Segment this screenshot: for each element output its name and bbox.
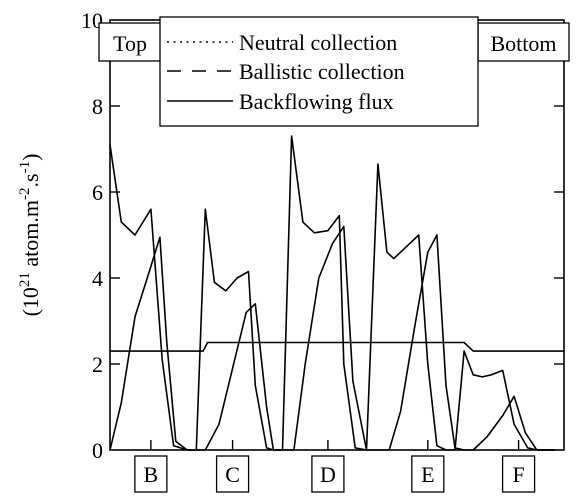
y-ticks: 0 2 4 6 8 10 bbox=[81, 8, 564, 463]
y-axis-label: (1021 atom.m-2.s-1) bbox=[17, 154, 43, 317]
corner-labels: Top Bottom bbox=[98, 22, 570, 62]
series-line-3 bbox=[110, 341, 564, 352]
y-tick-label: 10 bbox=[81, 8, 103, 33]
legend-label-backflowing: Backflowing flux bbox=[239, 89, 394, 114]
legend: Neutral collection Ballistic collection … bbox=[159, 16, 479, 127]
region-label: D bbox=[320, 462, 336, 487]
region-label: B bbox=[144, 462, 159, 487]
region-label: E bbox=[421, 462, 434, 487]
series-lines bbox=[109, 135, 564, 451]
region-labels: B C D E F bbox=[134, 440, 536, 493]
region-box bbox=[215, 455, 250, 493]
legend-box bbox=[159, 16, 479, 127]
top-label: Top bbox=[113, 31, 147, 56]
legend-label-neutral: Neutral collection bbox=[239, 30, 397, 55]
legend-label-ballistic: Ballistic collection bbox=[239, 59, 405, 84]
region-box bbox=[501, 455, 536, 493]
bottom-label: Bottom bbox=[490, 31, 556, 56]
series-line-2 bbox=[109, 225, 555, 451]
region-label: F bbox=[512, 462, 524, 487]
y-tick-label: 6 bbox=[92, 180, 103, 205]
y-tick-label: 2 bbox=[92, 352, 103, 377]
region-box bbox=[311, 455, 345, 493]
region-label: C bbox=[225, 462, 240, 487]
series-line-1 bbox=[109, 135, 555, 451]
region-box bbox=[134, 455, 168, 493]
region-box bbox=[411, 455, 445, 493]
top-label-box bbox=[98, 22, 162, 62]
y-tick-label: 4 bbox=[92, 266, 103, 291]
y-tick-label: 0 bbox=[92, 438, 103, 463]
y-tick-label: 8 bbox=[92, 94, 103, 119]
